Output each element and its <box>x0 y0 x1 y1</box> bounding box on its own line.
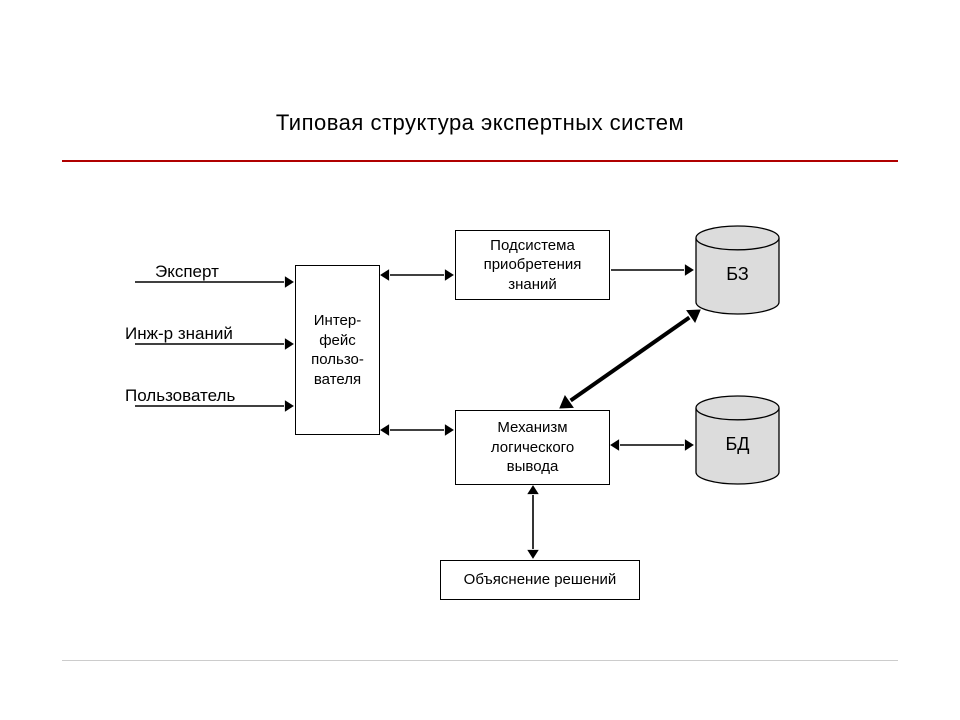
divider-top <box>62 160 898 162</box>
page-title: Типовая структура экспертных систем <box>0 110 960 136</box>
divider-bottom <box>62 660 898 661</box>
page: Типовая структура экспертных систем Эксп… <box>0 0 960 720</box>
arrows-overlay <box>95 180 865 640</box>
diagram-canvas: Эксперт Инж-р знаний Пользователь Интер-… <box>95 180 865 640</box>
